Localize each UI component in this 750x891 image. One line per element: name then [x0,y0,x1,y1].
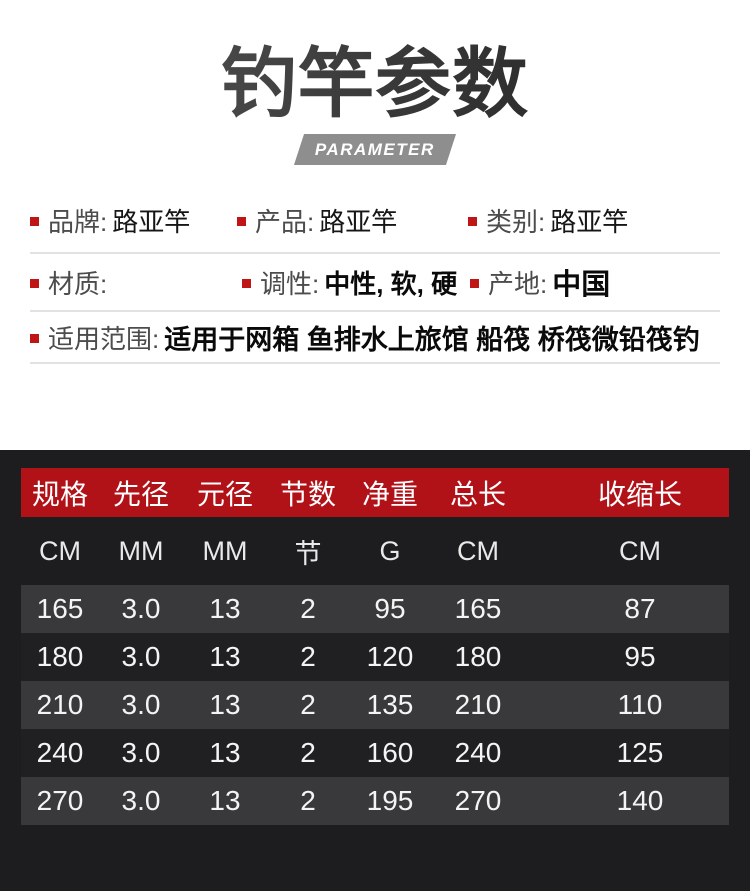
spec-cell: 180 [454,641,502,672]
attributes-row-2: 材质: 调性: 中性, 软, 硬 产地: 中国 [30,254,720,310]
attributes-row-3: 适用范围: 适用于网箱 鱼排水上旅馆 船筏 桥筏微铅筏钓 [30,312,720,362]
spec-cell: 13 [209,689,241,720]
spec-table-section: 规格 先径 元径 节数 净重 总长 收缩长 CM MM MM 节 G CM CM… [0,450,750,891]
divider [30,362,720,365]
spec-cell: 240 [36,737,84,768]
spec-row-210: 210 3.0 13 2 135 210 110 [21,681,729,729]
spec-cell: 165 [454,593,502,624]
origin-value: 中国 [552,269,611,302]
spec-cell: 13 [209,641,241,672]
parameter-badge: PARAMETER [293,134,457,166]
spec-cell: 120 [366,641,414,672]
red-square-bullet-icon [468,217,477,227]
spec-unit-cell: MM [202,535,248,566]
attr-origin: 产地: 中国 [470,261,610,303]
spec-cell: 2 [300,593,316,624]
attr-product: 产品: 路亚竿 [237,202,468,239]
spec-cell: 95 [624,641,656,672]
spec-cell: 3.0 [121,737,161,768]
spec-cell: 210 [454,689,502,720]
spec-cell: 180 [36,641,84,672]
spec-header-cell: 净重 [361,478,418,510]
red-square-bullet-icon [30,217,39,227]
spec-unit-cell: CM [619,535,661,566]
spec-header-cell: 节数 [279,478,336,510]
attr-action: 调性: 中性, 软, 硬 [242,264,470,301]
spec-header-cell: 先径 [112,478,169,510]
spec-unit-cell: CM [39,535,81,566]
spec-cell: 13 [209,593,241,624]
product-label: 产品: [255,206,315,237]
page-title: 钓竿参数 [0,42,750,127]
spec-cell: 2 [300,737,316,768]
spec-header-cell: 元径 [196,478,253,510]
spec-row-240: 240 3.0 13 2 160 240 125 [21,729,729,777]
spec-cell: 240 [454,737,502,768]
spec-unit-cell: CM [457,535,499,566]
spec-units-row: CM MM MM 节 G CM CM [21,517,729,585]
attributes-row-1: 品牌: 路亚竿 产品: 路亚竿 类别: 路亚竿 [30,188,720,252]
spec-cell: 3.0 [121,689,161,720]
spec-unit-cell: MM [118,535,164,566]
spec-cell: 2 [300,641,316,672]
spec-cell: 270 [454,785,502,816]
spec-cell: 195 [366,785,414,816]
spec-cell: 3.0 [121,641,161,672]
attr-category: 类别: 路亚竿 [468,202,628,239]
attr-brand: 品牌: 路亚竿 [30,202,237,239]
red-square-bullet-icon [242,279,251,289]
red-square-bullet-icon [30,334,39,344]
parameter-badge-label: PARAMETER [315,139,435,159]
spec-table-header: 规格 先径 元径 节数 净重 总长 收缩长 [21,468,729,517]
spec-cell: 110 [617,689,663,720]
spec-cell: 270 [36,785,84,816]
scope-label: 适用范围: [48,323,160,354]
spec-cell: 13 [209,785,241,816]
attributes-panel: 品牌: 路亚竿 产品: 路亚竿 类别: 路亚竿 材质: [30,188,720,365]
spec-cell: 95 [374,593,406,624]
brand-label: 品牌: [48,206,108,237]
spec-cell: 2 [300,689,316,720]
spec-cell: 135 [366,689,414,720]
spec-cell: 140 [616,785,664,816]
spec-unit-cell: 节 [294,538,322,569]
spec-cell: 13 [209,737,241,768]
spec-row-165: 165 3.0 13 2 95 165 87 [21,585,729,633]
spec-row-270: 270 3.0 13 2 195 270 140 [21,777,729,825]
action-value: 中性, 软, 硬 [324,268,458,299]
attr-scope: 适用范围: 适用于网箱 鱼排水上旅馆 船筏 桥筏微铅筏钓 [30,318,700,357]
category-label: 类别: [486,206,546,237]
red-square-bullet-icon [30,279,39,289]
spec-cell: 165 [36,593,84,624]
spec-cell: 2 [300,785,316,816]
spec-cell: 125 [616,737,664,768]
category-value: 路亚竿 [550,206,629,237]
red-square-bullet-icon [470,279,479,289]
scope-value: 适用于网箱 鱼排水上旅馆 船筏 桥筏微铅筏钓 [164,324,700,355]
divider [30,252,720,255]
attr-material: 材质: [30,264,242,301]
spec-header-cell: 总长 [449,478,506,510]
spec-header-cell: 收缩长 [597,478,682,510]
brand-value: 路亚竿 [112,206,191,237]
spec-header-cell: 规格 [31,478,88,510]
divider [30,310,720,313]
red-square-bullet-icon [237,217,246,227]
spec-cell: 87 [624,593,656,624]
spec-row-180: 180 3.0 13 2 120 180 95 [21,633,729,681]
spec-cell: 210 [36,689,84,720]
spec-cell: 160 [366,737,414,768]
product-value: 路亚竿 [319,206,398,237]
action-label: 调性: [260,268,320,299]
spec-cell: 3.0 [121,593,161,624]
spec-unit-cell: G [379,535,401,566]
material-label: 材质: [48,268,108,299]
spec-cell: 3.0 [121,785,161,816]
origin-label: 产地: [488,268,548,299]
